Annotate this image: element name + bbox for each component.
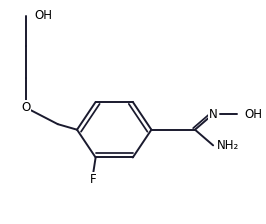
Text: OH: OH [34,9,52,22]
Text: N: N [209,108,218,121]
Text: OH: OH [244,108,262,121]
Text: NH₂: NH₂ [217,139,239,152]
Text: F: F [90,173,96,186]
Text: O: O [21,101,30,114]
